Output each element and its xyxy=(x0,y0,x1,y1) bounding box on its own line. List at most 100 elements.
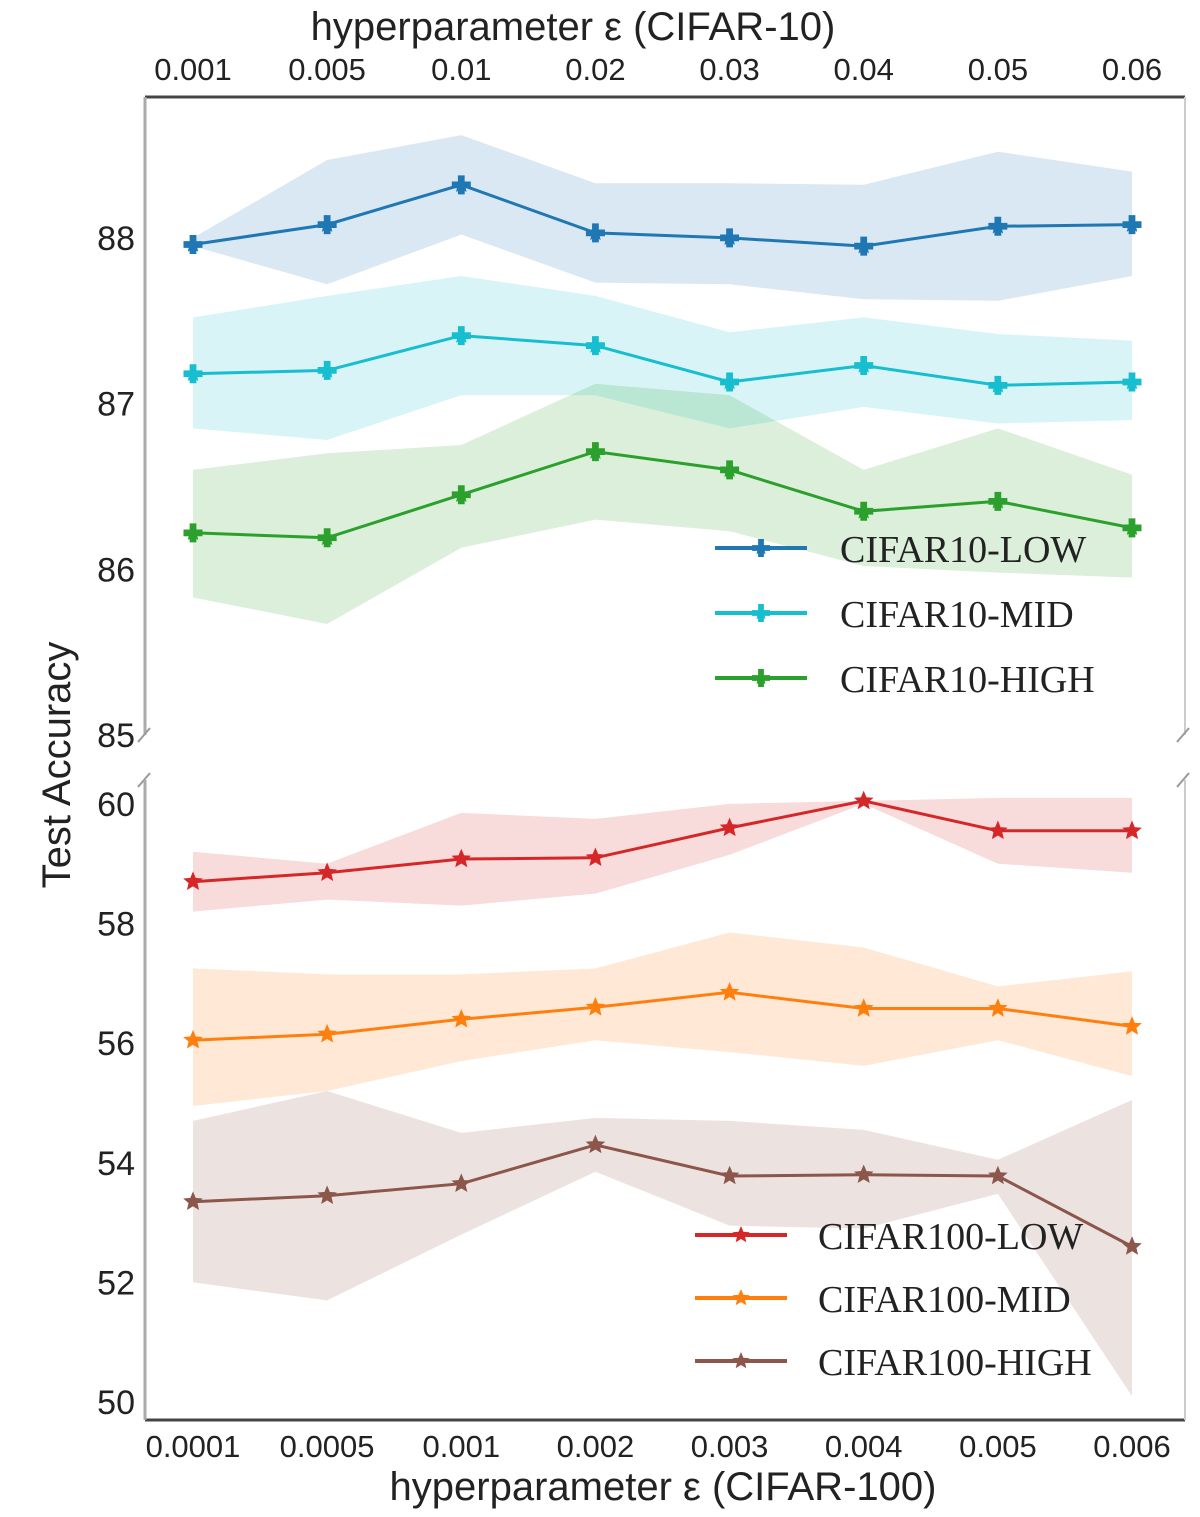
cifar10-high-point xyxy=(1122,518,1142,538)
bot-x-tick-label: 0.001 xyxy=(423,1429,501,1464)
cifar100-low-point xyxy=(183,871,203,891)
cifar100-low-point xyxy=(719,817,740,837)
bot-x-tick-label: 0.002 xyxy=(557,1429,635,1464)
cifar100-x-tick-labels: 0.0001 0.0005 0.001 0.002 0.003 0.004 0.005 0.0… xyxy=(146,1429,1171,1464)
bot-y-tick-label: 58 xyxy=(97,906,135,944)
cifar100-low-line xyxy=(192,799,1132,884)
cifar100-low-point xyxy=(317,862,337,882)
cifar10-high-point xyxy=(854,501,874,521)
cifar100-low-point xyxy=(451,848,472,868)
cifar100-mid-band xyxy=(193,932,1132,1106)
cifar100-mid-line xyxy=(192,990,1133,1042)
cifar10-mid-point xyxy=(720,372,740,392)
cifar100-mid-point xyxy=(317,1023,337,1043)
cifar100-mid-point xyxy=(585,997,606,1016)
cifar10-high-band xyxy=(193,383,1132,624)
top-x-tick-label: 0.06 xyxy=(1102,52,1162,87)
top-x-tick-label: 0.001 xyxy=(154,52,232,87)
cifar100-low-point xyxy=(1122,820,1142,840)
top-y-tick-label: 88 xyxy=(97,220,135,258)
top-y-tick-label: 87 xyxy=(97,386,135,424)
cifar10-low-point xyxy=(585,223,605,243)
cifar100-y-tick-labels: 50 52 54 56 58 60 xyxy=(97,786,135,1422)
cifar10-mid-point xyxy=(183,364,203,384)
top-y-tick-label: 86 xyxy=(97,551,135,589)
cifar10-series-lines xyxy=(183,175,1142,548)
cifar100-high-point xyxy=(183,1191,203,1211)
cifar10-y-tick-labels: 85 86 87 88 xyxy=(97,220,135,755)
cifar100-x-axis-label: hyperparameter ε (CIFAR-100) xyxy=(390,1465,937,1509)
cifar10-high-legend-label: CIFAR10-HIGH xyxy=(840,659,1095,701)
cifar10-high-point xyxy=(988,491,1008,511)
axis-break-marks xyxy=(137,727,1190,788)
cifar100-high-point xyxy=(853,1164,874,1184)
cifar10-mid-legend-marker xyxy=(752,604,770,622)
cifar10-mid-legend-label: CIFAR10-MID xyxy=(840,594,1074,636)
cifar100-mid-point xyxy=(1122,1016,1142,1035)
bot-y-tick-label: 50 xyxy=(97,1384,135,1422)
top-y-tick-label: 85 xyxy=(97,717,135,755)
axis-break-right-top xyxy=(1176,727,1190,743)
cifar100-high-legend-marker xyxy=(732,1352,750,1369)
cifar10-mid-point xyxy=(317,360,337,380)
bot-x-tick-label: 0.0005 xyxy=(280,1429,375,1464)
cifar100-mid-legend-marker xyxy=(732,1289,750,1306)
cifar100-high-point xyxy=(585,1134,606,1154)
top-x-tick-label: 0.04 xyxy=(834,52,894,87)
bot-x-tick-label: 0.004 xyxy=(825,1429,903,1464)
bot-x-tick-label: 0.006 xyxy=(1093,1429,1171,1464)
cifar100-high-line xyxy=(192,1143,1133,1248)
cifar100-low-point xyxy=(853,790,874,810)
cifar100-mid-point xyxy=(451,1009,472,1028)
cifar100-high-point xyxy=(1122,1236,1142,1255)
cifar10-low-line xyxy=(192,183,1133,248)
cifar10-mid-point xyxy=(1122,372,1142,392)
cifar10-mid-point xyxy=(585,336,605,356)
cifar100-high-point xyxy=(317,1185,337,1205)
cifar10-mid-point xyxy=(854,355,874,375)
cifar100-confidence-bands xyxy=(193,797,1132,1397)
cifar100-high-legend-label: CIFAR100-HIGH xyxy=(818,1342,1092,1384)
cifar100-low-point xyxy=(988,820,1008,840)
cifar100-mid-legend-label: CIFAR100-MID xyxy=(818,1279,1071,1321)
bot-x-tick-label: 0.003 xyxy=(691,1429,769,1464)
bot-y-tick-label: 56 xyxy=(97,1025,135,1063)
bot-y-tick-label: 52 xyxy=(97,1264,135,1302)
cifar100-high-band xyxy=(193,1091,1132,1397)
cifar100-high-point xyxy=(451,1173,472,1193)
cifar10-low-point xyxy=(988,216,1008,236)
cifar10-confidence-bands xyxy=(193,135,1132,624)
cifar10-high-legend-marker xyxy=(752,669,770,687)
y-axis-label: Test Accuracy xyxy=(35,642,79,889)
cifar10-mid-band xyxy=(193,276,1132,440)
cifar10-legend: CIFAR10-LOW CIFAR10-MID CIFAR10-HIGH xyxy=(715,529,1095,701)
cifar100-panel: 0.0001 0.0005 0.001 0.002 0.003 0.004 0.005 0.0… xyxy=(97,780,1186,1509)
top-x-tick-label: 0.01 xyxy=(431,52,491,87)
cifar100-low-legend-label: CIFAR100-LOW xyxy=(818,1216,1083,1258)
bot-x-tick-label: 0.005 xyxy=(959,1429,1037,1464)
cifar10-x-tick-labels: 0.001 0.005 0.01 0.02 0.03 0.04 0.05 0.06 xyxy=(154,52,1162,87)
cifar10-low-point xyxy=(854,236,874,256)
cifar10-low-legend-marker xyxy=(752,539,770,557)
top-x-tick-label: 0.005 xyxy=(288,52,366,87)
axis-break-right-bottom xyxy=(1176,772,1190,788)
cifar10-low-point xyxy=(720,228,740,248)
bot-y-tick-label: 60 xyxy=(97,786,135,824)
cifar10-mid-line xyxy=(192,334,1133,387)
cifar10-mid-point xyxy=(988,375,1008,395)
cifar100-mid-point xyxy=(988,998,1008,1017)
top-x-tick-label: 0.05 xyxy=(968,52,1028,87)
cifar10-panel: 0.001 0.005 0.01 0.02 0.03 0.04 0.05 0.06 85868… xyxy=(97,5,1186,755)
cifar100-mid-point xyxy=(719,981,740,1001)
cifar10-x-axis-label: hyperparameter ε (CIFAR-10) xyxy=(311,5,836,49)
axis-break-left-top xyxy=(137,727,151,743)
top-x-tick-label: 0.03 xyxy=(699,52,759,87)
cifar100-mid-point xyxy=(183,1029,203,1049)
cifar10-low-point xyxy=(317,215,337,235)
top-x-tick-label: 0.02 xyxy=(565,52,625,87)
cifar100-high-point xyxy=(988,1165,1008,1185)
cifar10-low-band xyxy=(193,135,1132,301)
cifar100-low-point xyxy=(585,847,606,867)
